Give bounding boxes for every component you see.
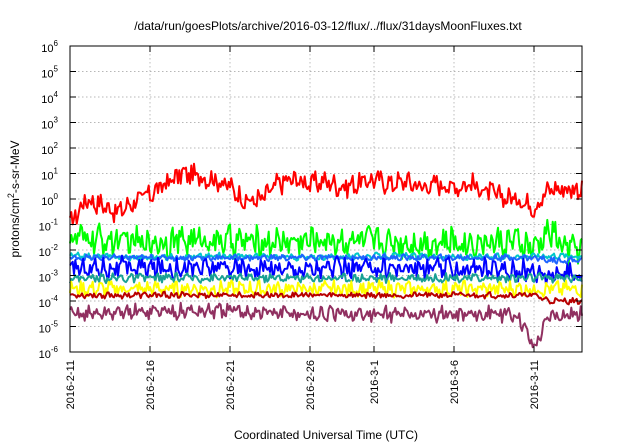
y-tick-exponent: 0 [54,192,59,201]
x-tick-label: 2016-2-21 [225,360,237,410]
x-axis-label: Coordinated Universal Time (UTC) [234,428,418,442]
y-axis-label: protons/cm2-s-sr-MeV [6,140,22,257]
y-tick-exponent: -6 [51,345,59,354]
y-tick-base: 10 [39,273,51,285]
y-tick-label: 104 [41,90,58,106]
y-tick-label: 105 [41,65,58,81]
y-tick-base: 10 [41,94,53,106]
y-tick-label: 10-3 [39,269,59,285]
series-line-2 [69,218,583,267]
y-tick-exponent: 3 [54,116,59,125]
x-tick-label: 2016-3-1 [369,360,381,404]
series-line-7 [69,279,583,299]
y-tick-label: 102 [41,141,58,157]
y-tick-base: 10 [41,171,53,183]
y-tick-label: 10-4 [39,294,59,310]
y-tick-base: 10 [39,349,51,361]
y-tick-base: 10 [41,69,53,81]
y-tick-label: 100 [41,192,58,208]
y-tick-base: 10 [39,222,51,234]
y-tick-base: 10 [41,196,53,208]
x-tick-label: 2016-2-16 [145,360,157,410]
y-tick-label: 10-6 [39,345,59,361]
series-line-4 [69,253,583,265]
y-tick-exponent: -3 [51,269,59,278]
series-line-3 [69,251,583,262]
y-tick-base: 10 [39,324,51,336]
y-tick-label: 10-2 [39,243,59,259]
y-tick-base: 10 [39,298,51,310]
x-tick-label: 2016-3-6 [449,360,461,404]
y-tick-base: 10 [39,247,51,259]
grid [70,46,582,352]
y-tick-label: 10-1 [39,218,59,234]
y-tick-exponent: 2 [54,141,59,150]
y-tick-exponent: -2 [51,243,59,252]
y-tick-exponent: -5 [51,320,59,329]
y-tick-exponent: 6 [54,39,59,48]
y-axis-label-suffix: -s-sr-MeV [8,140,22,193]
y-axis-label-sup: 2 [6,193,16,198]
x-tick-label: 2016-2-26 [305,360,317,410]
ticks: 10-610-510-410-310-210-11001011021031041… [39,39,582,410]
series-line-8 [69,290,583,306]
y-tick-label: 101 [41,167,58,183]
y-tick-base: 10 [41,43,53,55]
x-tick-label: 2016-3-11 [529,360,541,409]
series-line-9 [69,301,583,349]
y-tick-base: 10 [41,145,53,157]
y-axis-label-prefix: protons/cm [8,198,22,257]
x-tick-label: 2016-2-11 [65,360,77,409]
y-tick-exponent: 1 [54,167,59,176]
y-tick-label: 106 [41,39,58,55]
y-tick-label: 103 [41,116,58,132]
y-tick-base: 10 [41,120,53,132]
y-tick-label: 10-5 [39,320,59,336]
chart-title: /data/run/goesPlots/archive/2016-03-12/f… [134,19,522,33]
series-line-1 [69,162,583,226]
series-layer [69,162,583,349]
y-tick-exponent: -1 [51,218,59,227]
y-tick-exponent: 4 [54,90,59,99]
y-tick-exponent: -4 [51,294,59,303]
y-tick-exponent: 5 [54,65,59,74]
